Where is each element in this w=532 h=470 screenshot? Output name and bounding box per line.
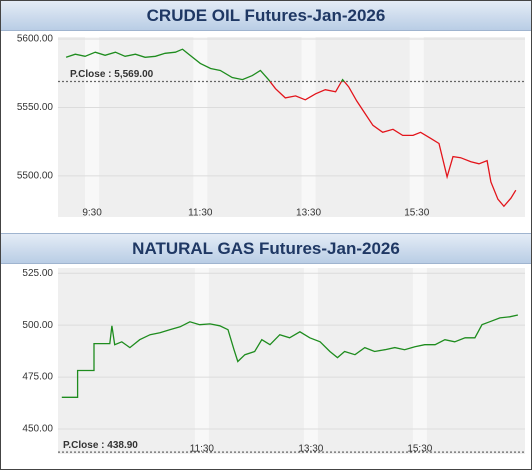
y-tick-label: 525.00 xyxy=(22,268,53,279)
y-tick-label: 5550.00 xyxy=(17,102,54,113)
reference-label: P.Close : 438.90 xyxy=(63,440,138,451)
reference-label: P.Close : 5,569.00 xyxy=(70,69,154,80)
chart-title: CRUDE OIL Futures-Jan-2026 xyxy=(1,1,531,31)
chart: 5500.00 5550.00 5600.00 9:30 11:30 13:30 15:30… xyxy=(17,34,525,219)
price-line xyxy=(65,48,517,208)
x-tick-label: 13:30 xyxy=(296,208,321,219)
y-tick-label: 475.00 xyxy=(22,372,53,383)
x-tick-label: 13:30 xyxy=(298,444,323,455)
plot-area xyxy=(58,268,525,454)
chart-title: NATURAL GAS Futures-Jan-2026 xyxy=(1,233,531,264)
y-tick-label: 5600.00 xyxy=(17,34,54,45)
x-tick-label: 15:30 xyxy=(404,208,429,219)
chart: 450.00 475.00 500.00 525.00 11:30 13:30 15:30 P… xyxy=(22,268,525,455)
price-line xyxy=(61,314,519,398)
y-tick-label: 450.00 xyxy=(22,424,53,435)
y-tick-label: 5500.00 xyxy=(17,171,54,182)
y-tick-label: 500.00 xyxy=(22,320,53,331)
x-tick-label: 11:30 xyxy=(190,444,215,455)
x-tick-label: 11:30 xyxy=(188,208,213,219)
x-tick-label: 9:30 xyxy=(82,208,102,219)
plot-area xyxy=(58,37,525,217)
x-tick-label: 15:30 xyxy=(407,444,432,455)
